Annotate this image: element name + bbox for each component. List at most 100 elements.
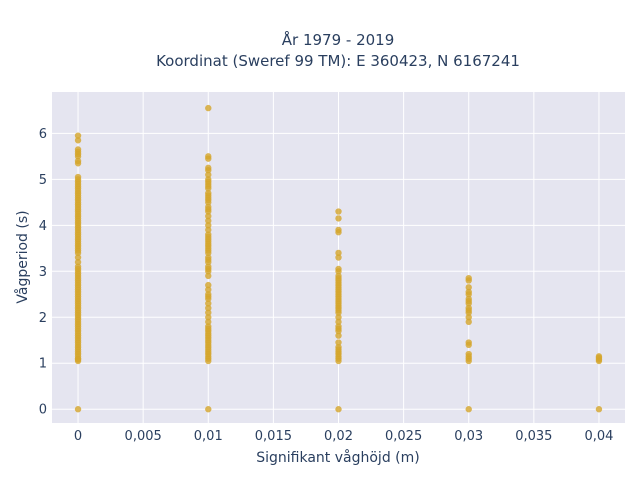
data-point bbox=[335, 318, 342, 326]
data-point bbox=[335, 265, 342, 273]
data-point bbox=[205, 272, 212, 280]
data-point bbox=[74, 132, 82, 139]
data-point bbox=[205, 171, 212, 178]
data-point bbox=[205, 325, 212, 332]
y-tick-label: 4 bbox=[39, 219, 47, 234]
data-point bbox=[205, 176, 212, 183]
data-point bbox=[595, 353, 603, 360]
data-point bbox=[205, 164, 212, 172]
data-point bbox=[205, 226, 212, 234]
data-points bbox=[74, 104, 603, 413]
data-point bbox=[335, 332, 342, 339]
x-tick-label: 0,005 bbox=[125, 429, 162, 444]
data-point bbox=[335, 249, 342, 257]
data-point bbox=[74, 157, 82, 165]
data-point bbox=[74, 263, 82, 270]
data-point bbox=[465, 304, 472, 312]
data-point bbox=[335, 314, 342, 321]
data-point bbox=[205, 104, 212, 112]
data-point bbox=[205, 406, 212, 413]
y-axis-ticks: 0 1 2 3 4 5 6 bbox=[39, 127, 47, 418]
x-tick-label: 0,03 bbox=[454, 429, 483, 444]
data-point bbox=[74, 311, 82, 319]
data-point bbox=[74, 258, 82, 266]
data-point bbox=[205, 153, 212, 160]
data-point bbox=[465, 314, 472, 321]
data-point bbox=[74, 406, 82, 413]
y-axis-title: Vågperiod (s) bbox=[14, 210, 31, 303]
y-tick-label: 1 bbox=[39, 357, 47, 372]
data-point bbox=[465, 295, 472, 303]
data-point bbox=[74, 320, 82, 328]
data-point bbox=[205, 189, 212, 197]
y-tick-label: 5 bbox=[39, 173, 47, 188]
x-tick-label: 0,025 bbox=[385, 429, 422, 444]
data-point bbox=[205, 254, 212, 261]
data-point bbox=[74, 302, 82, 309]
data-point bbox=[205, 281, 212, 289]
data-point bbox=[74, 343, 82, 351]
data-point bbox=[74, 274, 82, 282]
x-axis-ticks: 0 0,005 0,01 0,015 0,02 0,025 0,03 0,035 0,04 bbox=[74, 429, 614, 444]
data-point bbox=[74, 279, 82, 286]
data-point bbox=[74, 316, 82, 323]
data-point bbox=[465, 318, 472, 326]
data-point bbox=[465, 284, 472, 291]
data-point bbox=[335, 339, 342, 346]
data-point bbox=[335, 254, 342, 261]
data-point bbox=[74, 293, 82, 300]
data-point bbox=[74, 348, 82, 355]
data-point bbox=[74, 173, 82, 181]
y-tick-label: 2 bbox=[39, 311, 47, 326]
data-point bbox=[205, 309, 212, 316]
data-point bbox=[465, 288, 472, 296]
data-point bbox=[335, 343, 342, 351]
data-point bbox=[74, 254, 82, 261]
data-point bbox=[74, 137, 82, 144]
data-point bbox=[74, 270, 82, 277]
data-point bbox=[74, 146, 82, 153]
data-point bbox=[205, 300, 212, 307]
data-point bbox=[205, 304, 212, 312]
data-point bbox=[205, 231, 212, 238]
y-tick-label: 3 bbox=[39, 265, 47, 280]
data-point bbox=[465, 406, 472, 413]
data-point bbox=[335, 323, 342, 330]
data-point bbox=[74, 356, 82, 363]
data-point bbox=[205, 293, 212, 300]
data-point bbox=[205, 263, 212, 270]
chart-title: År 1979 - 2019 bbox=[282, 30, 395, 49]
data-point bbox=[74, 288, 82, 296]
data-point bbox=[335, 272, 342, 280]
x-tick-label: 0,02 bbox=[324, 429, 353, 444]
data-point bbox=[205, 314, 212, 321]
chart-subtitle: Koordinat (Sweref 99 TM): E 360423, N 61… bbox=[156, 52, 520, 70]
x-axis-title: Signifikant våghöjd (m) bbox=[256, 449, 419, 466]
x-tick-label: 0 bbox=[74, 429, 82, 444]
data-point bbox=[74, 330, 82, 337]
x-tick-label: 0,035 bbox=[515, 429, 552, 444]
y-tick-label: 0 bbox=[39, 403, 47, 418]
data-point bbox=[335, 226, 342, 234]
data-point bbox=[205, 286, 212, 293]
data-point bbox=[335, 208, 342, 215]
data-point bbox=[205, 217, 212, 224]
data-point bbox=[205, 203, 212, 211]
x-tick-label: 0,015 bbox=[255, 429, 292, 444]
data-point bbox=[595, 406, 603, 413]
data-point bbox=[74, 307, 82, 314]
data-point bbox=[335, 406, 342, 413]
x-tick-label: 0,04 bbox=[584, 429, 613, 444]
data-point bbox=[74, 284, 82, 291]
data-point bbox=[205, 330, 212, 337]
y-tick-label: 6 bbox=[39, 127, 47, 142]
data-point bbox=[74, 325, 82, 332]
data-point bbox=[205, 212, 212, 220]
data-point bbox=[465, 350, 472, 358]
data-point bbox=[205, 222, 212, 229]
data-point bbox=[335, 215, 342, 222]
data-point bbox=[465, 339, 472, 346]
data-point bbox=[205, 318, 212, 326]
